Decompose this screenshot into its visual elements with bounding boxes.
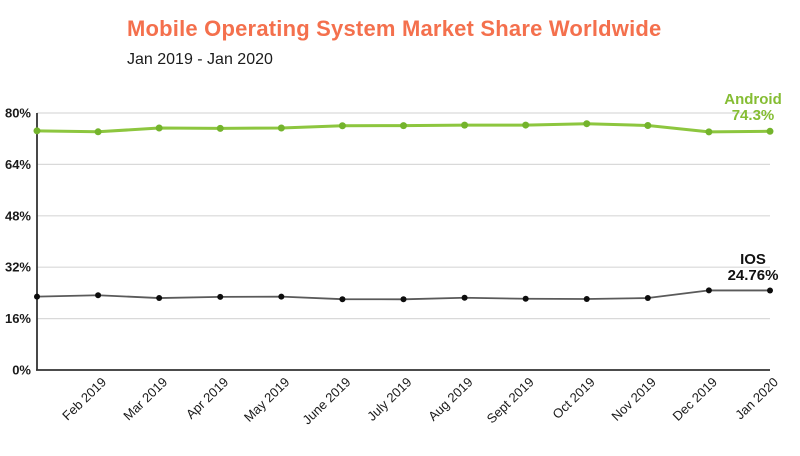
data-point-ios-sept-2019 bbox=[522, 295, 529, 302]
data-point-android-aug-2019 bbox=[461, 121, 469, 129]
data-point-ios-feb-2019 bbox=[95, 292, 102, 299]
x-tick-label: Apr 2019 bbox=[183, 374, 231, 421]
data-point-android-june-2019 bbox=[338, 122, 346, 130]
gridlines bbox=[37, 112, 770, 320]
x-tick-label: Nov 2019 bbox=[608, 374, 658, 423]
y-tick-label: 80% bbox=[5, 106, 31, 121]
data-point-ios-mar-2019 bbox=[156, 295, 163, 302]
data-point-android-oct-2019 bbox=[583, 120, 591, 128]
series-label-ios: IOS 24.76% bbox=[710, 252, 796, 284]
x-tick-label: July 2019 bbox=[364, 374, 414, 423]
series-ios bbox=[34, 287, 773, 303]
data-point-ios-dec-2019 bbox=[705, 287, 712, 294]
y-tick-label: 48% bbox=[5, 208, 31, 223]
axes bbox=[36, 113, 770, 371]
data-point-ios-apr-2019 bbox=[217, 293, 224, 300]
series-label-android-name: Android bbox=[724, 91, 782, 108]
data-point-ios-may-2019 bbox=[278, 293, 285, 300]
data-point-android-july-2019 bbox=[400, 122, 407, 130]
data-point-ios-july-2019 bbox=[400, 296, 407, 303]
series-label-android: Android 74.3% bbox=[710, 92, 796, 124]
data-point-ios-nov-2019 bbox=[644, 295, 651, 302]
x-axis-labels: Feb 2019 Mar 2019 Apr 2019 May 2019 June 201… bbox=[59, 374, 781, 427]
data-point-android-mar-2019 bbox=[155, 124, 163, 132]
series-android bbox=[33, 120, 774, 136]
data-point-android-nov-2019 bbox=[644, 121, 652, 129]
data-point-android-feb-2019 bbox=[94, 128, 102, 136]
chart-title: Mobile Operating System Market Share Wor… bbox=[127, 16, 662, 41]
x-tick-label: Sept 2019 bbox=[484, 374, 537, 426]
y-tick-label: 0% bbox=[12, 363, 31, 378]
x-tick-label: Oct 2019 bbox=[549, 374, 597, 421]
x-tick-label: June 2019 bbox=[299, 374, 353, 427]
x-tick-label: May 2019 bbox=[241, 374, 292, 424]
data-point-android-jan-2019 bbox=[33, 127, 41, 135]
series-label-ios-name: IOS bbox=[740, 251, 766, 268]
series-label-android-value: 74.3% bbox=[731, 107, 775, 124]
data-point-ios-jan-2019 bbox=[34, 293, 40, 300]
chart-subtitle: Jan 2019 - Jan 2020 bbox=[127, 51, 273, 68]
y-tick-label: 64% bbox=[5, 157, 31, 172]
data-point-ios-jan-2020 bbox=[767, 287, 773, 294]
x-tick-label: Aug 2019 bbox=[425, 374, 475, 423]
data-point-android-sept-2019 bbox=[522, 121, 530, 129]
data-point-ios-june-2019 bbox=[339, 296, 346, 303]
data-point-android-dec-2019 bbox=[705, 128, 713, 136]
x-tick-label: Jan 2020 bbox=[732, 374, 781, 422]
data-point-ios-oct-2019 bbox=[583, 296, 590, 303]
y-tick-label: 32% bbox=[5, 260, 31, 275]
y-tick-label: 16% bbox=[5, 311, 31, 326]
x-tick-label: Mar 2019 bbox=[120, 374, 170, 423]
x-tick-label: Dec 2019 bbox=[670, 374, 720, 423]
data-point-android-may-2019 bbox=[277, 124, 285, 132]
data-point-android-jan-2020 bbox=[766, 127, 774, 135]
x-tick-label: Feb 2019 bbox=[59, 374, 109, 423]
data-point-android-apr-2019 bbox=[216, 124, 224, 132]
y-axis-labels: 0% 16% 32% 48% 64% 80% bbox=[5, 106, 31, 378]
data-point-ios-aug-2019 bbox=[461, 294, 468, 301]
series-label-ios-value: 24.76% bbox=[727, 267, 779, 284]
